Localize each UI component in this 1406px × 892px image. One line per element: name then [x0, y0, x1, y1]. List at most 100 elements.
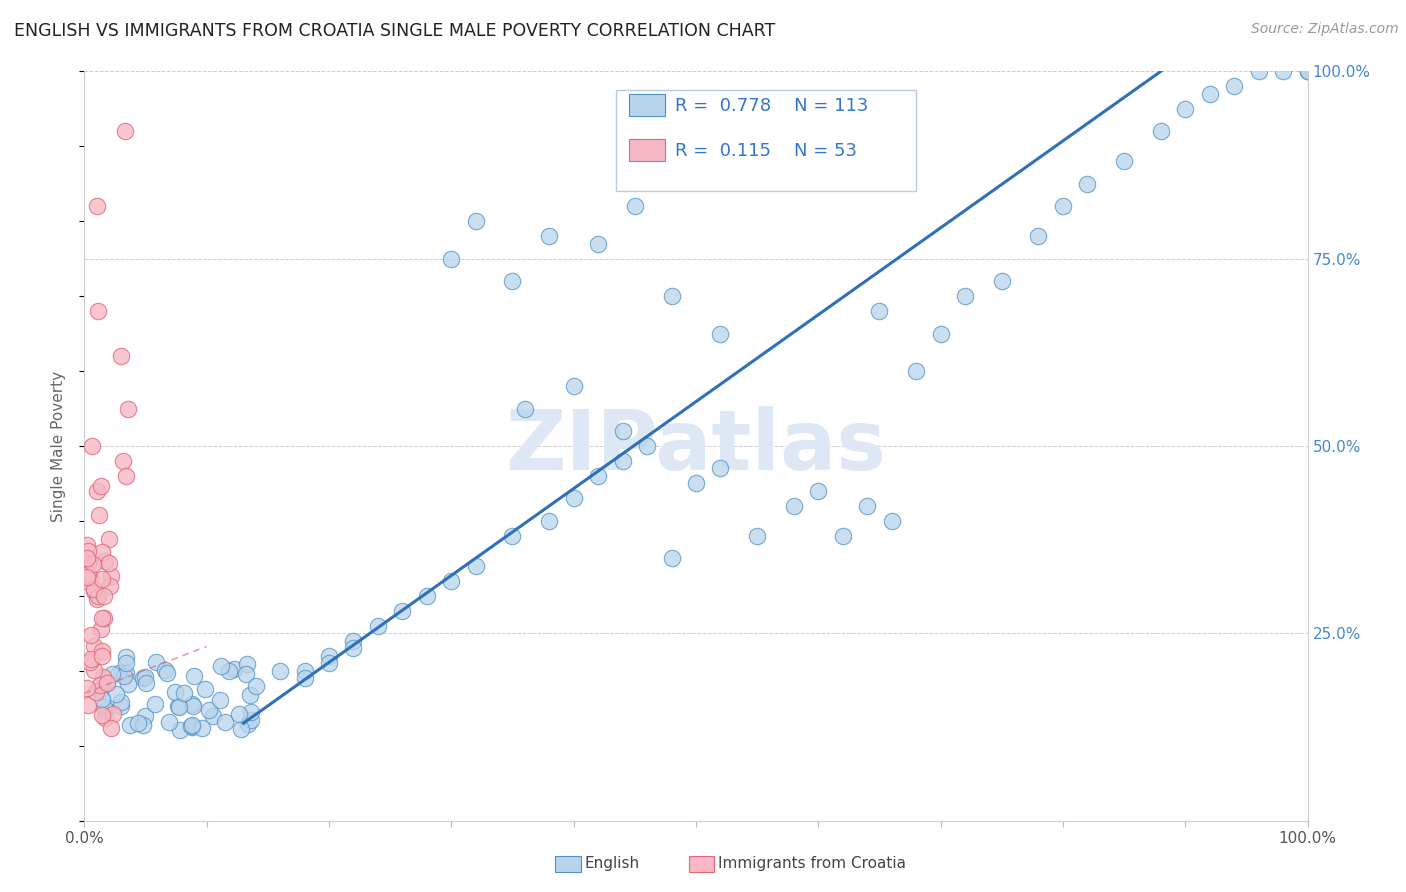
Point [201, 709, 224, 723]
Point [294, 664, 316, 678]
Point [586, 236, 609, 251]
Point [114, 469, 136, 483]
Point [180, 718, 202, 732]
Text: Source: ZipAtlas.com: Source: ZipAtlas.com [1251, 22, 1399, 37]
Point [83, 663, 105, 677]
Point [709, 326, 731, 341]
Point [661, 551, 683, 566]
Point [155, 663, 177, 677]
Point [79, 571, 101, 585]
Point [100, 568, 122, 582]
Point [416, 589, 439, 603]
Point [91, 707, 114, 722]
Point [191, 722, 214, 736]
Point [538, 229, 561, 244]
Point [183, 669, 205, 683]
Point [110, 699, 132, 714]
Point [112, 669, 135, 683]
Point [94, 703, 117, 717]
Point [1052, 199, 1074, 213]
Point [93, 700, 115, 714]
Point [86, 483, 108, 498]
Point [440, 252, 463, 266]
Point [91, 573, 114, 587]
Point [502, 274, 524, 288]
Point [538, 514, 561, 528]
Point [342, 641, 364, 656]
Point [157, 714, 180, 729]
Point [228, 706, 250, 721]
Point [91, 670, 114, 684]
Text: ENGLISH VS IMMIGRANTS FROM CROATIA SINGLE MALE POVERTY CORRELATION CHART: ENGLISH VS IMMIGRANTS FROM CROATIA SINGL… [14, 22, 775, 40]
Point [236, 717, 259, 731]
Point [134, 670, 156, 684]
Point [127, 715, 149, 730]
Point [269, 664, 291, 678]
Point [586, 469, 609, 483]
Point [440, 574, 463, 588]
Point [211, 659, 233, 673]
Point [134, 709, 156, 723]
Point [90, 622, 112, 636]
Point [91, 691, 114, 706]
Point [132, 671, 155, 685]
Point [905, 364, 928, 378]
Point [107, 665, 129, 680]
Point [562, 379, 585, 393]
Point [367, 619, 389, 633]
Point [807, 483, 830, 498]
Point [145, 655, 167, 669]
Point [1076, 177, 1098, 191]
FancyBboxPatch shape [616, 90, 917, 191]
Point [1223, 79, 1246, 94]
Text: R =  0.778    N = 113: R = 0.778 N = 113 [675, 97, 869, 115]
Point [1296, 64, 1319, 78]
Point [76, 570, 98, 584]
Point [685, 476, 707, 491]
Point [86, 592, 108, 607]
Point [180, 720, 202, 734]
Point [235, 667, 257, 681]
Point [93, 589, 115, 603]
Point [1198, 87, 1220, 101]
Point [117, 677, 139, 691]
Point [111, 454, 134, 468]
Point [562, 491, 585, 506]
Point [991, 274, 1014, 288]
Point [87, 304, 110, 318]
Point [82, 557, 104, 571]
Point [245, 679, 267, 693]
Point [76, 551, 98, 566]
Text: Immigrants from Croatia: Immigrants from Croatia [718, 856, 907, 871]
Point [747, 529, 769, 543]
Point [709, 461, 731, 475]
Point [110, 349, 132, 363]
Point [165, 684, 187, 698]
Point [231, 722, 253, 736]
Point [239, 705, 262, 719]
Point [1028, 229, 1050, 244]
Point [100, 721, 122, 735]
Point [143, 697, 166, 711]
Point [135, 676, 157, 690]
Point [132, 718, 155, 732]
Point [953, 289, 976, 303]
Point [91, 648, 114, 663]
Text: R =  0.115    N = 53: R = 0.115 N = 53 [675, 142, 858, 160]
Point [120, 718, 142, 732]
Point [208, 693, 231, 707]
Point [76, 567, 98, 582]
Point [90, 479, 112, 493]
Point [1296, 64, 1319, 78]
Point [513, 401, 536, 416]
Point [214, 714, 236, 729]
Point [294, 671, 316, 685]
Point [103, 707, 125, 722]
Point [181, 697, 204, 711]
Point [661, 289, 683, 303]
Point [464, 558, 486, 573]
Point [96, 676, 118, 690]
Point [236, 657, 259, 672]
Point [318, 648, 340, 663]
Point [98, 579, 121, 593]
